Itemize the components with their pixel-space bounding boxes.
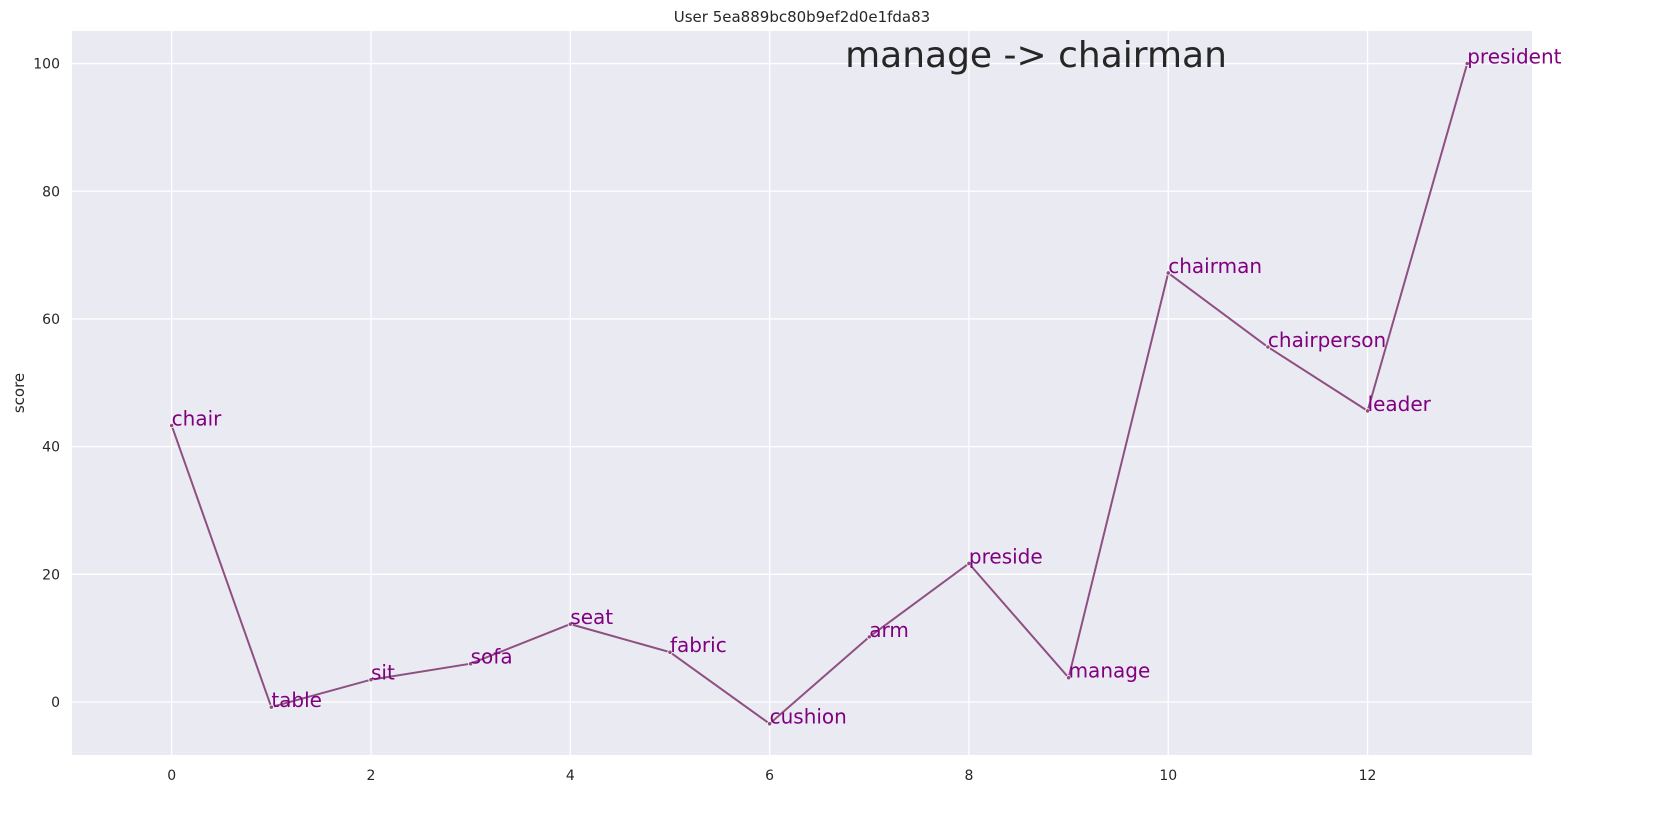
- data-point: [866, 634, 872, 640]
- point-label: cushion: [770, 705, 847, 729]
- y-axis-ticks: 0 20 40 60 80 100: [33, 57, 60, 711]
- data-point: [1464, 60, 1470, 67]
- y-tick-label: 60: [42, 312, 60, 328]
- x-axis-ticks: 0 2 4 6 8 10 12: [167, 768, 1376, 784]
- point-labels: chair table sit sofa seat fabric cushion arm pre…: [172, 45, 1562, 729]
- point-label: arm: [869, 618, 909, 642]
- x-tick-label: 0: [167, 768, 176, 784]
- series-line: [170, 63, 1469, 725]
- y-tick-label: 80: [42, 184, 60, 200]
- plot-area: [72, 31, 1532, 755]
- x-tick-label: 4: [566, 768, 575, 784]
- point-label: manage: [1069, 659, 1151, 683]
- x-tick-label: 10: [1159, 768, 1177, 784]
- point-label: table: [271, 688, 322, 712]
- point-label: preside: [969, 544, 1043, 568]
- point-label: seat: [570, 605, 613, 629]
- data-point: [468, 661, 474, 667]
- data-point: [1165, 270, 1171, 276]
- point-label: sofa: [471, 645, 513, 669]
- y-tick-label: 20: [42, 567, 60, 583]
- data-point: [767, 721, 773, 727]
- point-label: chairperson: [1268, 328, 1386, 352]
- y-tick-label: 40: [42, 440, 60, 456]
- point-label: sit: [371, 661, 395, 685]
- x-tick-label: 2: [367, 768, 376, 784]
- x-tick-label: 8: [964, 768, 973, 784]
- chart-title: User 5ea889bc80b9ef2d0e1fda83: [674, 8, 930, 26]
- point-label: chair: [172, 407, 222, 431]
- y-tick-label: 0: [51, 695, 60, 711]
- point-label: leader: [1368, 392, 1432, 416]
- data-point: [268, 704, 274, 710]
- data-point: [1265, 344, 1271, 350]
- data-point: [169, 422, 175, 429]
- data-point: [567, 621, 573, 627]
- data-point: [1065, 675, 1072, 681]
- data-points: [169, 60, 1470, 727]
- y-tick-label: 100: [33, 57, 60, 73]
- point-label: president: [1467, 45, 1561, 69]
- point-label: chairman: [1168, 254, 1262, 278]
- data-point: [368, 677, 374, 683]
- data-point: [1364, 408, 1371, 414]
- point-label: fabric: [670, 633, 727, 657]
- grid-lines: [72, 31, 1532, 755]
- x-tick-label: 12: [1359, 768, 1377, 784]
- data-point: [667, 649, 673, 655]
- y-axis-label: score: [10, 373, 28, 413]
- x-tick-label: 6: [765, 768, 774, 784]
- chart-annotation: manage -> chairman: [845, 35, 1227, 76]
- data-point: [966, 560, 972, 567]
